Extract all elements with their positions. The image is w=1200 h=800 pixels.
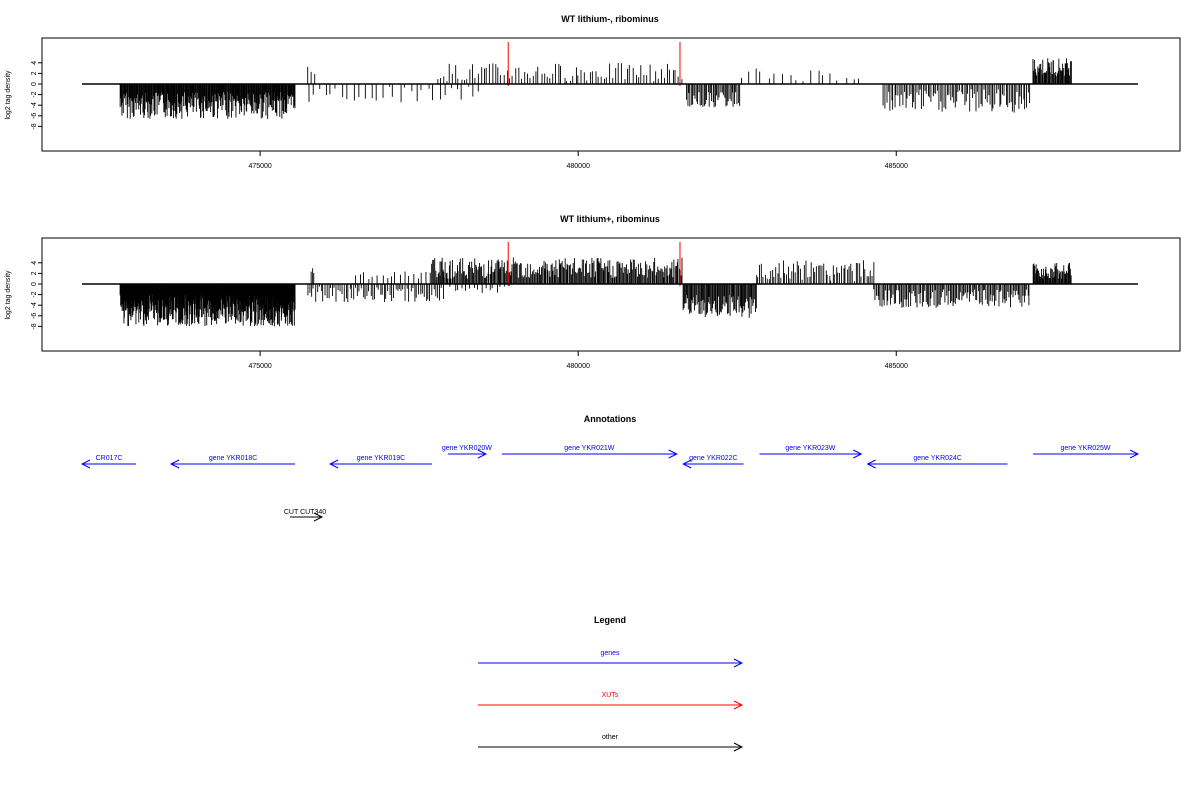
y-tick-label: -2: [31, 291, 38, 297]
gene-label: gene YKR021W: [564, 445, 614, 452]
gene-arrow: gene YKR022C: [682, 455, 744, 469]
arrow-head: [866, 459, 876, 469]
arrow-head: [80, 459, 91, 469]
y-tick-label: 0: [31, 282, 38, 286]
x-axis: 475000 480000 485000: [248, 350, 908, 370]
x-axis: 475000 480000 485000: [248, 150, 908, 170]
arrow-head: [313, 512, 324, 522]
xut-markers: [507, 242, 681, 286]
y-tick-label: 2: [31, 71, 38, 75]
y-axis: 4 2 0 -2 -4 -6 -8: [31, 61, 43, 130]
gene-label: gene YKR023W: [785, 445, 835, 452]
y-tick-label: -8: [31, 123, 38, 129]
density-bars: [119, 257, 1072, 327]
density-bars: [119, 58, 1072, 119]
gene-label: gene YKR018C: [209, 455, 258, 462]
gene-arrow: gene YKR025W: [1033, 445, 1140, 459]
y-axis-label: log2 tag density: [5, 270, 12, 320]
x-tick-label: 475000: [248, 363, 271, 370]
y-tick-label: -2: [31, 91, 38, 97]
y-axis: 4 2 0 -2 -4 -6 -8: [31, 261, 43, 330]
y-tick-label: -6: [31, 113, 38, 119]
gene-arrow: gene YKR020W: [442, 445, 492, 459]
arrow-head: [682, 459, 692, 469]
track-panel-lithium-plus: WT lithium+, ribominus log2 tag density …: [5, 214, 1181, 370]
track-panel-lithium-minus: WT lithium-, ribominus log2 tag density …: [5, 14, 1181, 170]
legend-entry-genes: genes: [478, 650, 744, 668]
y-tick-label: 0: [31, 82, 38, 86]
x-tick-label: 480000: [567, 363, 590, 370]
gene-annotations: CR017C gene YKR018C gene YKR019C gene YKR02…: [80, 445, 1140, 469]
x-tick-label: 485000: [885, 363, 908, 370]
other-label: CUT CUT340: [284, 509, 326, 516]
gene-label: CR017C: [96, 455, 123, 462]
gene-label: gene YKR019C: [357, 455, 406, 462]
gene-arrow: gene YKR021W: [501, 445, 678, 459]
y-tick-label: -8: [31, 323, 38, 329]
legend-label: XUTs: [602, 692, 619, 699]
gene-label: gene YKR024C: [913, 455, 962, 462]
arrow-head: [853, 449, 863, 459]
other-arrow: CUT CUT340: [284, 509, 326, 522]
y-tick-label: 4: [31, 61, 38, 65]
panel-title: WT lithium+, ribominus: [560, 214, 660, 224]
gene-arrow: gene YKR018C: [169, 455, 296, 469]
panel-title: WT lithium-, ribominus: [561, 14, 659, 24]
arrow-head: [169, 459, 180, 469]
gene-arrow: gene YKR024C: [866, 455, 1008, 469]
legend-entry-xuts: XUTs: [478, 692, 744, 710]
gene-arrow: gene YKR019C: [328, 455, 432, 469]
legend-entries: genes XUTs other: [478, 650, 744, 752]
y-tick-label: -4: [31, 302, 38, 308]
other-annotations: CUT CUT340: [284, 509, 326, 522]
arrow-head: [733, 742, 744, 752]
y-tick-label: -4: [31, 102, 38, 108]
legend-label: genes: [600, 650, 620, 657]
arrow-head: [733, 658, 744, 668]
gene-arrow: gene YKR023W: [759, 445, 863, 459]
xut-markers: [507, 42, 681, 86]
y-axis-label: log2 tag density: [5, 70, 12, 120]
annotations-track: Annotations CR017C gene YKR018C gene YKR01…: [80, 414, 1140, 522]
legend-entry-other: other: [478, 734, 744, 752]
gene-arrow: CR017C: [80, 455, 137, 469]
legend-label: other: [602, 734, 619, 741]
x-tick-label: 475000: [248, 163, 271, 170]
gene-label: gene YKR022C: [689, 455, 738, 462]
legend-title: Legend: [594, 615, 626, 625]
gene-label: gene YKR025W: [1060, 445, 1110, 452]
y-tick-label: -6: [31, 313, 38, 319]
legend: Legend genes XUTs other: [478, 615, 744, 752]
x-tick-label: 485000: [885, 163, 908, 170]
arrow-head: [328, 459, 339, 469]
arrow-head: [477, 449, 488, 459]
x-tick-label: 480000: [567, 163, 590, 170]
gene-label: gene YKR020W: [442, 445, 492, 452]
y-tick-label: 4: [31, 261, 38, 265]
arrow-head: [668, 449, 678, 459]
arrow-head: [1129, 449, 1140, 459]
arrow-head: [733, 700, 744, 710]
annotations-title: Annotations: [584, 414, 637, 424]
y-tick-label: 2: [31, 271, 38, 275]
